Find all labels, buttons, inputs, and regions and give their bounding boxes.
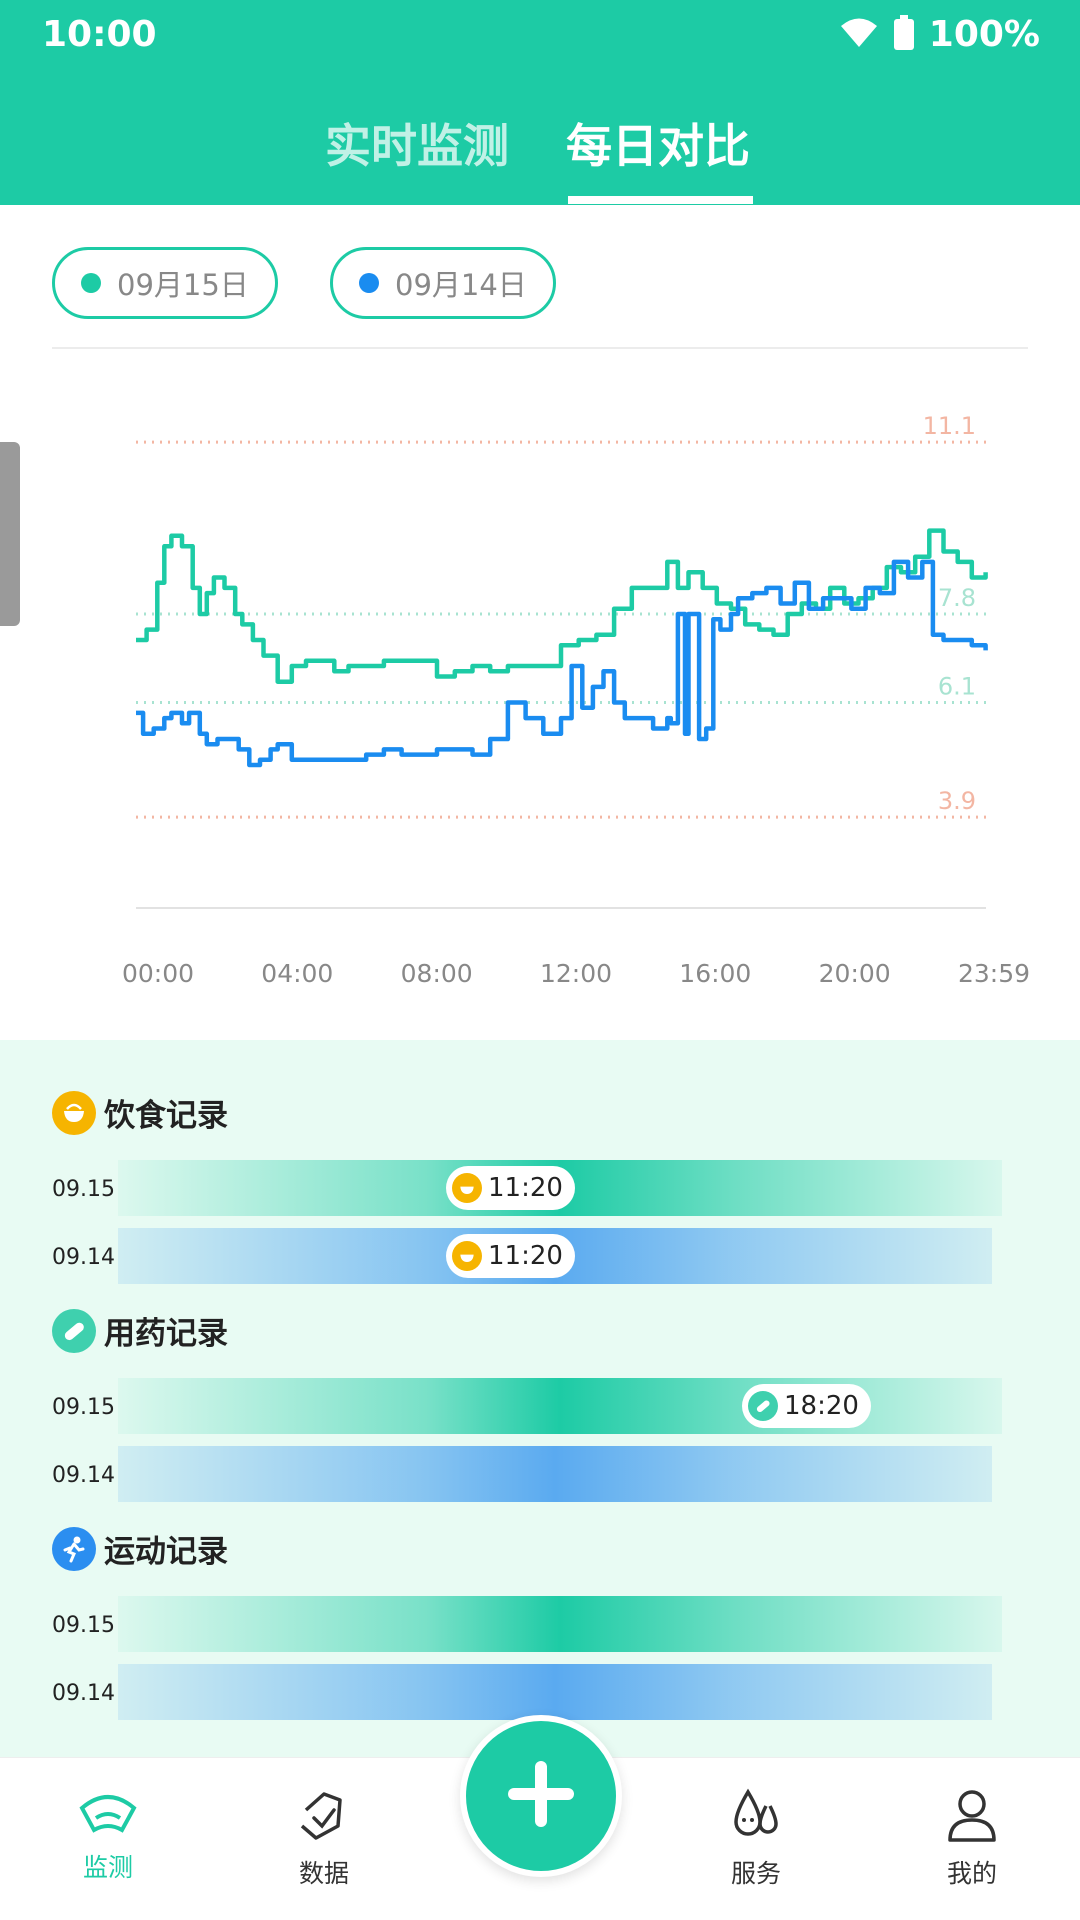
- medication-record-title: 用药记录: [52, 1308, 228, 1353]
- diet-record-title: 饮食记录: [52, 1090, 228, 1135]
- tab-daily-compare[interactable]: 每日对比: [566, 119, 750, 173]
- profile-icon: [942, 1788, 1002, 1848]
- series-dot-green: [81, 273, 101, 293]
- marker-time: 11:20: [488, 1173, 563, 1203]
- battery-icon: [893, 14, 915, 55]
- pill-icon: [52, 1308, 96, 1353]
- side-drawer-handle[interactable]: [0, 442, 20, 626]
- monitor-icon: [78, 1788, 138, 1842]
- x-tick-label: 00:00: [122, 959, 194, 988]
- rice-bowl-icon: [52, 1090, 96, 1135]
- row-date: 09.14: [52, 1681, 115, 1706]
- date-chip-label: 09月14日: [395, 268, 527, 302]
- date-chip-label: 09月15日: [117, 268, 249, 302]
- nav-service[interactable]: 服务: [696, 1788, 816, 1890]
- exercise-bar-0914[interactable]: [118, 1664, 992, 1720]
- x-tick-label: 16:00: [679, 959, 751, 988]
- series-line-0915: [136, 528, 988, 684]
- nav-label: 我的: [946, 1859, 997, 1888]
- tab-indicator: [568, 196, 753, 204]
- header: 10:00 100% 实时监测 每日对比: [0, 0, 1080, 205]
- x-tick-label: 12:00: [540, 959, 612, 988]
- diet-marker-0914[interactable]: 11:20: [446, 1234, 575, 1278]
- nav-monitor[interactable]: 监测: [48, 1788, 168, 1884]
- reference-line-label: 7.8: [938, 584, 976, 612]
- nav-profile[interactable]: 我的: [912, 1788, 1032, 1890]
- reference-line-label: 11.1: [923, 412, 976, 440]
- rice-bowl-icon: [452, 1241, 482, 1271]
- exercise-bar-0915[interactable]: [118, 1596, 1002, 1652]
- nav-label: 监测: [82, 1853, 133, 1882]
- medication-marker-0915[interactable]: 18:20: [742, 1384, 871, 1428]
- row-date: 09.15: [52, 1613, 115, 1638]
- status-time: 10:00: [42, 14, 157, 55]
- exercise-record-title: 运动记录: [52, 1526, 228, 1571]
- row-date: 09.14: [52, 1463, 115, 1488]
- reference-line-label: 6.1: [938, 673, 976, 701]
- section-title-text: 运动记录: [104, 1534, 228, 1570]
- x-tick-label: 23:59: [958, 959, 1030, 988]
- row-date: 09.15: [52, 1395, 115, 1420]
- tab-realtime[interactable]: 实时监测: [325, 119, 509, 173]
- x-tick-label: 08:00: [401, 959, 473, 988]
- data-icon: [294, 1788, 354, 1848]
- glucose-compare-chart: 11.1 7.8 6.1 3.9 00:00 04:00 08:00 12:00 16:00 20…: [122, 412, 1030, 988]
- battery-percent: 100%: [928, 14, 1040, 55]
- x-tick-label: 20:00: [819, 959, 891, 988]
- drops-icon: [726, 1788, 786, 1848]
- medication-bar-0914[interactable]: [118, 1446, 992, 1502]
- row-date: 09.15: [52, 1177, 115, 1202]
- nav-data[interactable]: 数据: [264, 1788, 384, 1890]
- wifi-icon: [839, 17, 879, 53]
- series-dot-blue: [359, 273, 379, 293]
- records-section: 饮食记录 09.15 11:20 09.14 11:20 用药记录 09.15: [0, 1040, 1080, 1760]
- running-icon: [52, 1526, 96, 1571]
- series-line-0914: [136, 559, 988, 768]
- section-title-text: 用药记录: [104, 1316, 228, 1352]
- rice-bowl-icon: [452, 1173, 482, 1203]
- nav-label: 数据: [298, 1859, 349, 1888]
- marker-time: 18:20: [784, 1391, 859, 1421]
- pill-icon: [748, 1391, 778, 1421]
- divider: [52, 347, 1028, 349]
- marker-time: 11:20: [488, 1241, 563, 1271]
- section-title-text: 饮食记录: [104, 1098, 228, 1134]
- date-chip-0914[interactable]: 09月14日: [330, 247, 556, 319]
- status-icons: 100%: [839, 14, 1040, 55]
- row-date: 09.14: [52, 1245, 115, 1270]
- nav-label: 服务: [730, 1859, 781, 1888]
- add-record-button[interactable]: [460, 1715, 622, 1877]
- date-chip-0915[interactable]: 09月15日: [52, 247, 278, 319]
- diet-marker-0915[interactable]: 11:20: [446, 1166, 575, 1210]
- plus-icon: [504, 1757, 578, 1835]
- reference-line-label: 3.9: [938, 787, 976, 815]
- x-tick-label: 04:00: [261, 959, 333, 988]
